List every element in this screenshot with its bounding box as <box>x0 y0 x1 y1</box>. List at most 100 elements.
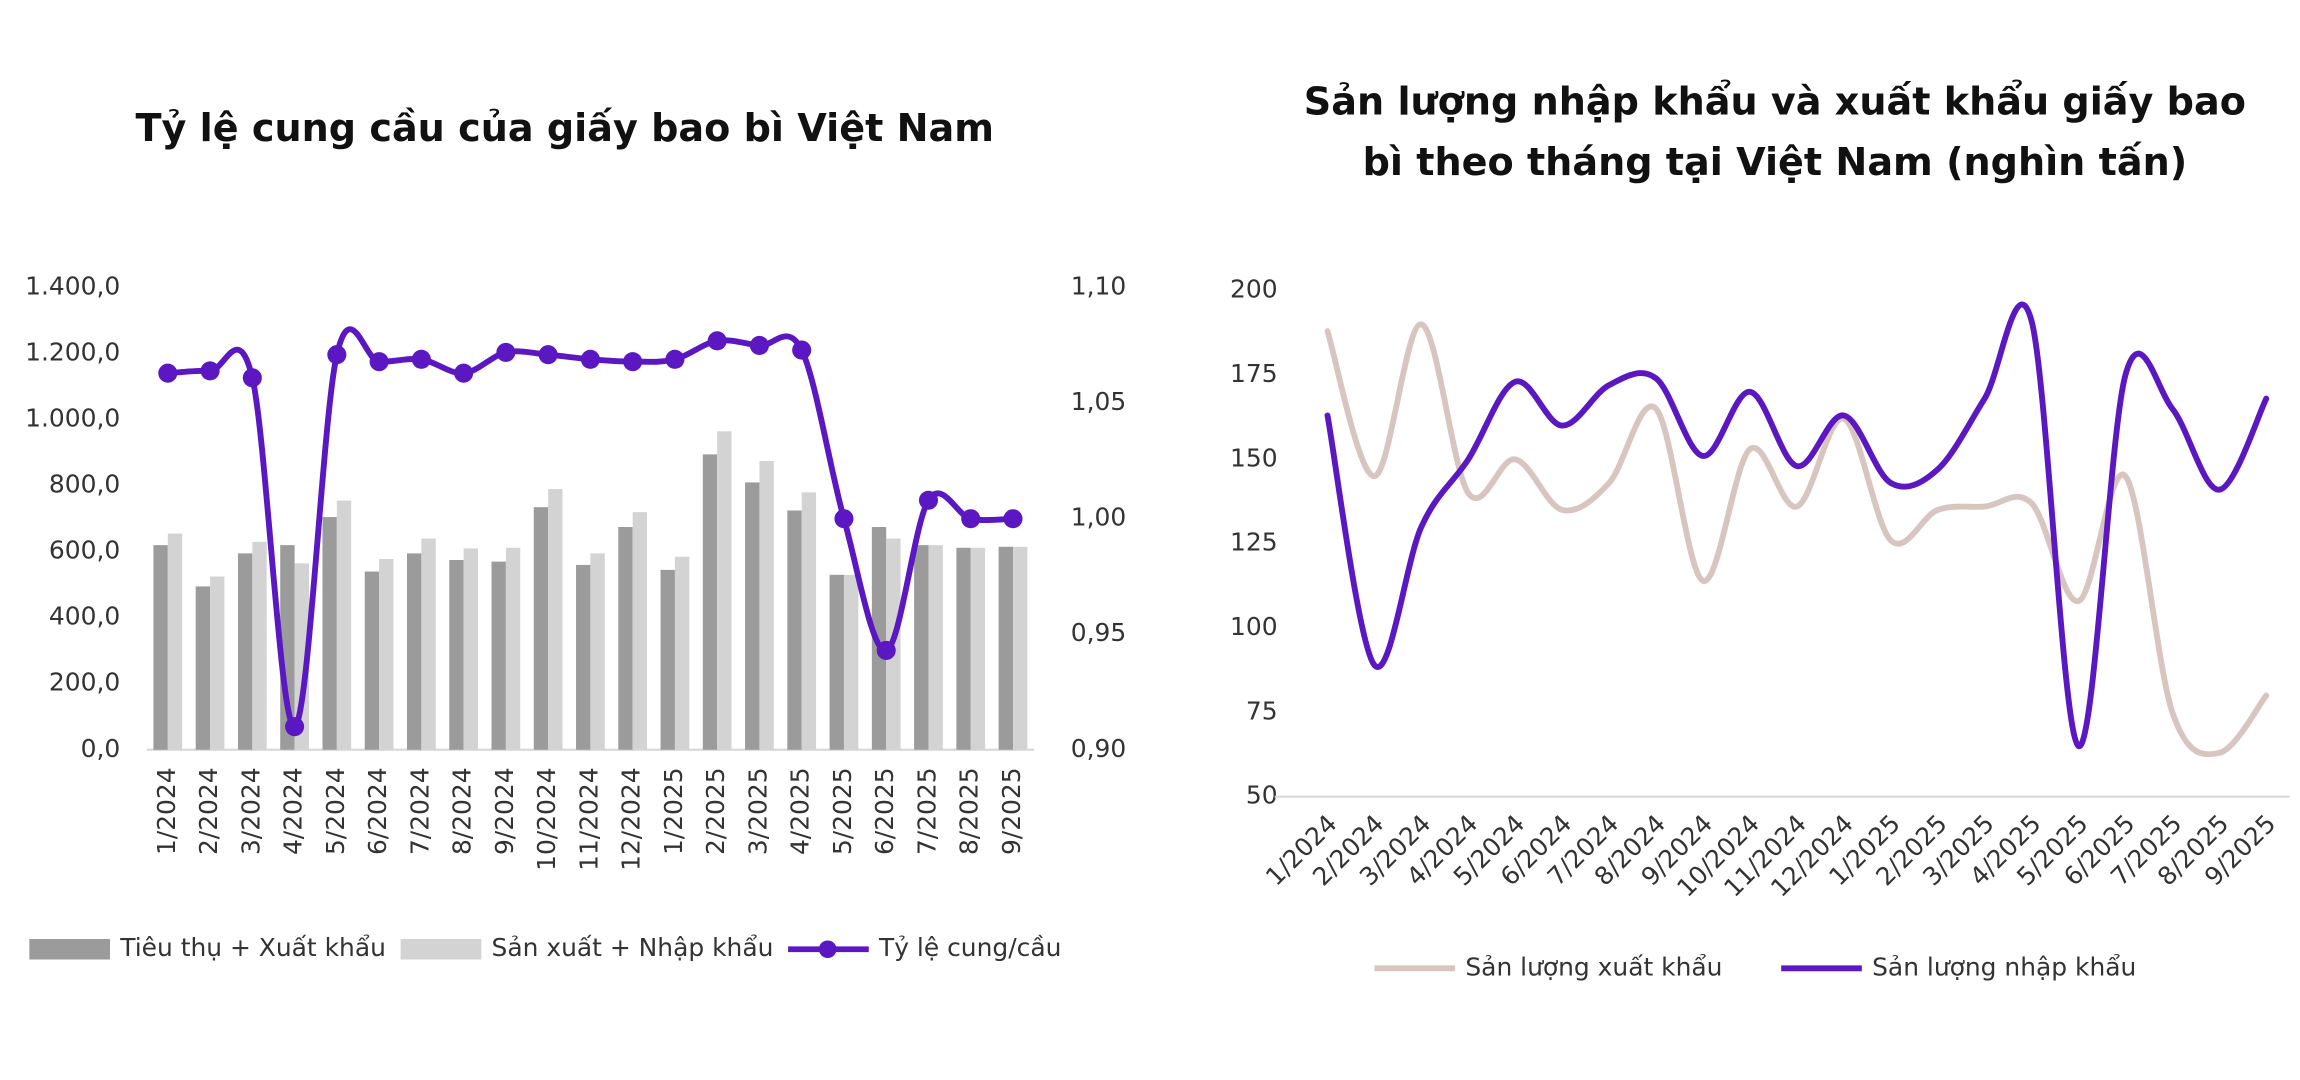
y-tick-label: 0,0 <box>81 734 121 763</box>
chart-title: Sản lượng nhập khẩu và xuất khẩu giấy ba… <box>1303 80 2246 186</box>
y2-tick-label: 1,10 <box>1071 272 1127 301</box>
bar <box>322 517 337 750</box>
y-tick-label: 125 <box>1230 528 1278 557</box>
bar <box>801 492 817 750</box>
bar <box>1012 546 1028 750</box>
legend-label: Tỷ lệ cung/cầu <box>878 933 1061 962</box>
x-tick-label: 8/2025 <box>955 767 984 855</box>
bar <box>463 548 478 750</box>
bar <box>618 526 633 750</box>
point <box>792 340 812 360</box>
bar <box>871 526 887 750</box>
x-tick-label: 7/2025 <box>912 767 941 855</box>
point <box>285 717 305 737</box>
point <box>369 352 389 372</box>
x-tick-label: 5/2024 <box>321 767 350 855</box>
legend-label: Sản lượng xuất khẩu <box>1465 952 1722 981</box>
y-tick-label: 50 <box>1246 781 1278 810</box>
bar <box>914 545 929 750</box>
bar <box>449 559 464 750</box>
bar <box>632 512 648 750</box>
point <box>538 345 558 365</box>
point <box>1003 509 1023 529</box>
y2-tick-label: 0,95 <box>1071 618 1127 647</box>
bar <box>533 507 549 750</box>
bar <box>364 571 380 750</box>
x-tick-label: 4/2025 <box>786 767 815 855</box>
x-tick-label: 6/2024 <box>363 767 392 855</box>
bar <box>406 553 422 750</box>
bar <box>505 547 521 750</box>
bar <box>210 576 225 750</box>
x-tick-label: 10/2024 <box>532 767 561 871</box>
x-tick-label: 8/2024 <box>448 767 477 855</box>
legend-swatch <box>400 938 482 960</box>
bar <box>970 547 986 750</box>
bar <box>843 574 859 750</box>
x-tick-label: 3/2025 <box>743 767 772 855</box>
bar <box>660 569 675 750</box>
bar <box>702 454 718 750</box>
point <box>242 368 262 388</box>
x-tick-label: 4/2024 <box>279 767 308 855</box>
point <box>876 640 896 660</box>
point <box>158 363 178 383</box>
point <box>918 490 939 510</box>
bar <box>336 500 352 750</box>
point <box>327 345 347 365</box>
bar <box>829 574 844 750</box>
bar <box>491 561 506 750</box>
bar <box>928 545 943 750</box>
bar <box>167 533 183 750</box>
title-box: Tỷ lệ cung cầu của giấy bao bì Việt Nam <box>135 107 994 152</box>
y-tick-label: 75 <box>1246 696 1278 725</box>
x-tick-label: 3/2024 <box>236 767 265 855</box>
x-tick-label: 5/2025 <box>828 767 857 855</box>
legend-label: Sản xuất + Nhập khẩu <box>492 933 774 962</box>
legend-label: Sản lượng nhập khẩu <box>1872 952 2136 981</box>
bar <box>379 558 394 750</box>
point <box>961 509 981 529</box>
bar <box>745 482 760 750</box>
bar <box>576 564 591 750</box>
x-tick-label: 2/2025 <box>701 767 730 855</box>
point <box>411 349 431 369</box>
point <box>454 363 474 383</box>
y-tick-label: 100 <box>1230 612 1278 641</box>
y-tick-label: 200,0 <box>49 668 120 697</box>
legend-swatch <box>29 938 111 960</box>
bar <box>998 546 1013 750</box>
x-tick-label: 12/2024 <box>617 767 646 871</box>
y-tick-label: 800,0 <box>49 470 120 499</box>
y2-tick-label: 1,00 <box>1071 503 1127 532</box>
y-tick-label: 1.200,0 <box>25 338 120 367</box>
bar <box>787 510 802 750</box>
point <box>834 509 854 529</box>
line <box>1324 301 2270 750</box>
point <box>707 331 727 351</box>
y-tick-label: 400,0 <box>49 602 120 631</box>
point <box>665 349 685 369</box>
bar <box>590 553 605 750</box>
bar <box>759 460 774 750</box>
bar <box>674 556 690 750</box>
bar <box>195 586 211 750</box>
title-box: Sản lượng nhập khẩu và xuất khẩu giấy ba… <box>1303 80 2246 186</box>
bar <box>548 489 563 750</box>
x-tick-label: 9/2025 <box>997 767 1026 855</box>
bar <box>153 545 168 750</box>
y-tick-label: 175 <box>1230 359 1278 388</box>
x-tick-label: 1/2024 <box>152 767 181 855</box>
x-tick-label: 11/2024 <box>574 767 603 871</box>
point <box>580 349 600 369</box>
legend-swatch <box>818 940 837 959</box>
x-tick-label: 6/2025 <box>870 767 899 855</box>
chart-title: Tỷ lệ cung cầu của giấy bao bì Việt Nam <box>135 107 994 152</box>
bar <box>421 538 436 750</box>
x-tick-label: 9/2024 <box>490 767 519 855</box>
bar <box>294 563 309 750</box>
y-tick-label: 150 <box>1230 443 1278 472</box>
y2-tick-label: 0,90 <box>1071 734 1127 763</box>
point <box>749 335 769 355</box>
